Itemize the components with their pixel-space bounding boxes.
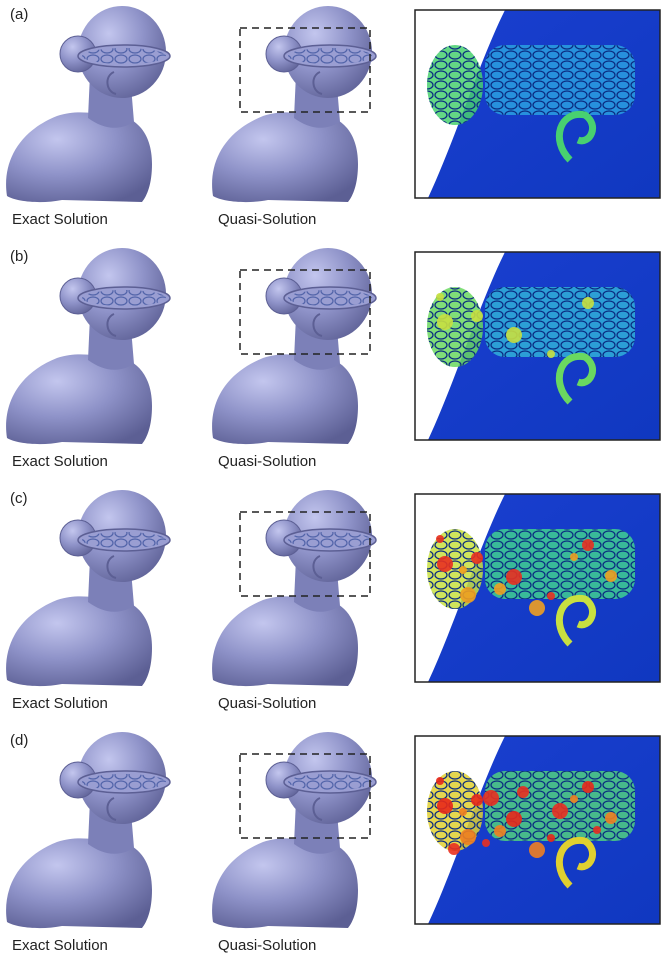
bust-torso: [212, 838, 358, 928]
caption-exact: Exact Solution: [12, 937, 108, 954]
caption-quasi: Quasi-Solution: [218, 211, 316, 228]
error-map: [415, 736, 660, 924]
bust-render: [212, 6, 376, 202]
error-hotspot: [448, 843, 460, 855]
bust-render: [6, 732, 170, 928]
error-hotspot: [436, 293, 444, 301]
figure-row: (c) Exact Solution Quasi-Solution: [6, 490, 660, 712]
error-hotspot: [506, 327, 522, 343]
row-label: (a): [10, 6, 28, 23]
error-hotspot: [506, 569, 522, 585]
error-hotspot: [547, 350, 555, 358]
bust-torso: [6, 838, 152, 928]
error-hotspot: [471, 794, 483, 806]
bust-torso: [6, 112, 152, 202]
error-hotspot: [529, 600, 545, 616]
error-braid-texture: [485, 529, 635, 599]
error-braid-texture: [485, 45, 635, 115]
bust-render: [212, 490, 376, 686]
error-hotspot: [459, 566, 467, 574]
error-hotspot: [582, 781, 594, 793]
error-map: [415, 252, 660, 440]
row-label: (b): [10, 248, 28, 265]
error-bun-texture: [427, 45, 483, 125]
error-hotspot: [437, 556, 453, 572]
bust-braid-detail: [82, 290, 166, 306]
bust-render: [6, 248, 170, 444]
bust-braid-detail: [288, 290, 372, 306]
error-hotspot: [471, 310, 483, 322]
error-hotspot: [570, 553, 578, 561]
error-hotspot: [437, 798, 453, 814]
bust-braid-detail: [288, 774, 372, 790]
error-hotspot: [494, 583, 506, 595]
error-hotspot: [605, 570, 617, 582]
caption-exact: Exact Solution: [12, 453, 108, 470]
bust-braid-detail: [82, 48, 166, 64]
bust-torso: [6, 596, 152, 686]
bust-render: [212, 732, 376, 928]
error-hotspot: [460, 829, 476, 845]
error-hotspot: [436, 777, 444, 785]
bust-render: [6, 490, 170, 686]
error-hotspot: [483, 790, 499, 806]
bust-torso: [212, 354, 358, 444]
error-hotspot: [529, 842, 545, 858]
caption-exact: Exact Solution: [12, 695, 108, 712]
caption-exact: Exact Solution: [12, 211, 108, 228]
bust-braid-detail: [288, 48, 372, 64]
error-braid-texture: [485, 287, 635, 357]
error-hotspot: [582, 297, 594, 309]
error-hotspot: [459, 808, 467, 816]
bust-braid-detail: [82, 532, 166, 548]
error-hotspot: [437, 314, 453, 330]
error-hotspot: [471, 552, 483, 564]
error-map: [415, 494, 660, 682]
figure-row: (d) Exact Solution Quasi-Solution: [6, 732, 660, 954]
row-label: (d): [10, 732, 28, 749]
error-hotspot: [547, 592, 555, 600]
error-hotspot: [436, 535, 444, 543]
error-map: [415, 10, 660, 198]
error-hotspot: [547, 834, 555, 842]
error-hotspot: [482, 839, 490, 847]
bust-render: [212, 248, 376, 444]
bust-torso: [6, 354, 152, 444]
caption-quasi: Quasi-Solution: [218, 695, 316, 712]
bust-render: [6, 6, 170, 202]
bust-braid-detail: [288, 532, 372, 548]
error-hotspot: [494, 825, 506, 837]
error-hotspot: [582, 539, 594, 551]
figure-row: (a) Exact Solution Quasi-Solution: [6, 6, 660, 228]
error-hotspot: [570, 795, 578, 803]
error-hotspot: [552, 803, 568, 819]
bust-torso: [212, 112, 358, 202]
caption-quasi: Quasi-Solution: [218, 453, 316, 470]
caption-quasi: Quasi-Solution: [218, 937, 316, 954]
row-label: (c): [10, 490, 28, 507]
error-hotspot: [460, 587, 476, 603]
figure-row: (b) Exact Solution Quasi-Solution: [6, 248, 660, 470]
figure: (a) Exact Solution Quasi-Solution (b) Exact …: [0, 0, 662, 963]
bust-torso: [212, 596, 358, 686]
error-hotspot: [605, 812, 617, 824]
error-hotspot: [517, 786, 529, 798]
bust-braid-detail: [82, 774, 166, 790]
error-bun-texture: [427, 287, 483, 367]
error-hotspot: [593, 826, 601, 834]
error-hotspot: [506, 811, 522, 827]
